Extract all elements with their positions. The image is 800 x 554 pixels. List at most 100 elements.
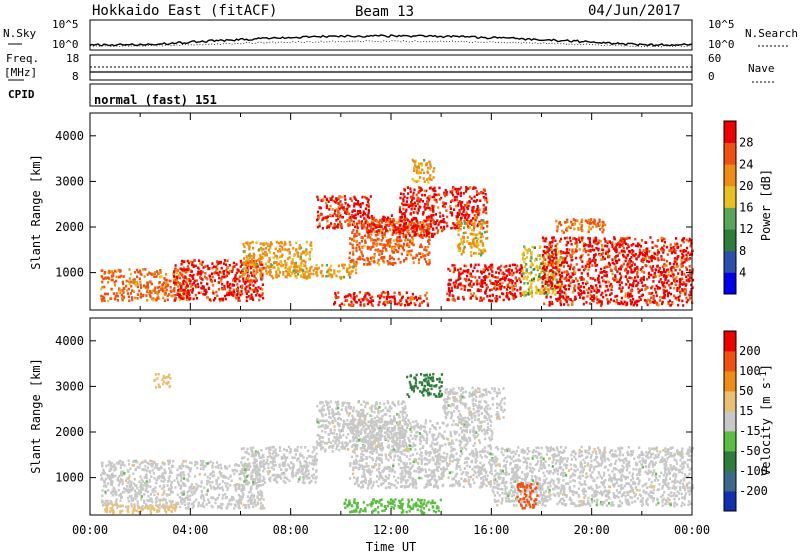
data-cell (465, 279, 468, 283)
data-cell (153, 275, 156, 278)
data-cell (442, 214, 445, 217)
data-cell (530, 253, 533, 257)
data-cell (338, 207, 341, 211)
data-cell (518, 278, 521, 282)
data-cell (455, 204, 458, 208)
data-cell (510, 269, 514, 272)
data-cell (525, 277, 528, 281)
data-cell (589, 297, 592, 300)
data-cell (566, 218, 569, 222)
data-cell (691, 278, 695, 282)
data-cell (202, 497, 205, 500)
data-cell (396, 240, 399, 243)
data-cell (670, 247, 673, 250)
data-cell (211, 462, 215, 465)
data-cell (550, 244, 553, 248)
data-cell (265, 272, 268, 275)
data-cell (367, 198, 370, 201)
data-cell (163, 489, 166, 493)
data-cell (429, 219, 432, 222)
data-cell (136, 465, 139, 469)
velocity-data-layer (100, 372, 695, 515)
data-cell (419, 186, 422, 190)
data-cell (200, 263, 203, 267)
data-cell (534, 258, 537, 262)
data-cell (500, 284, 503, 288)
data-cell (571, 252, 574, 255)
data-cell (156, 296, 159, 300)
data-cell (378, 294, 381, 297)
data-cell (544, 251, 547, 255)
data-cell (465, 264, 468, 268)
data-cell (250, 271, 253, 274)
data-cell (451, 191, 454, 195)
data-cell (367, 234, 370, 238)
data-cell (128, 268, 131, 271)
data-cell (433, 193, 436, 196)
data-cell (146, 482, 149, 485)
data-cell (388, 242, 392, 246)
data-cell (325, 206, 328, 210)
data-cell (122, 491, 125, 494)
data-cell (541, 236, 545, 240)
data-cell (596, 298, 599, 301)
data-cell (580, 276, 583, 279)
data-cell (332, 226, 335, 230)
data-cell (521, 291, 524, 295)
data-cell (141, 505, 144, 509)
data-cell (280, 254, 283, 258)
data-cell (292, 246, 295, 250)
data-cell (530, 282, 533, 286)
data-cell (446, 224, 449, 228)
data-cell (385, 297, 388, 301)
data-cell (652, 276, 655, 279)
data-cell (337, 202, 340, 205)
data-cell (351, 210, 354, 214)
data-cell (422, 222, 425, 225)
data-cell (321, 274, 324, 278)
data-cell (525, 270, 528, 273)
data-cell (560, 250, 563, 253)
data-cell (525, 268, 528, 271)
data-cell (326, 225, 329, 229)
data-cell (625, 237, 628, 240)
data-cell (258, 257, 261, 261)
data-cell (566, 241, 570, 245)
data-cell (228, 292, 231, 295)
data-cell (341, 276, 344, 279)
data-cell (539, 264, 542, 267)
data-cell (561, 290, 564, 294)
data-cell (147, 484, 150, 488)
data-cell (511, 289, 514, 292)
data-cell (485, 230, 489, 233)
data-cell (476, 205, 479, 208)
data-cell (672, 266, 675, 269)
data-cell (544, 282, 547, 286)
data-cell (102, 277, 105, 281)
data-cell (645, 287, 648, 290)
data-cell (169, 289, 172, 293)
data-cell (521, 293, 524, 296)
data-cell (305, 277, 308, 280)
data-cell (330, 198, 333, 201)
data-cell (100, 294, 103, 298)
data-cell (136, 285, 139, 289)
data-cell (464, 231, 467, 234)
data-cell (550, 255, 554, 259)
data-cell (380, 220, 384, 224)
data-cell (589, 293, 592, 297)
data-cell (222, 270, 225, 274)
data-cell (684, 249, 687, 253)
data-cell (543, 276, 546, 279)
data-cell (151, 469, 154, 472)
data-cell (522, 292, 525, 296)
data-cell (250, 500, 253, 504)
data-cell (643, 249, 646, 253)
data-cell (551, 270, 554, 273)
data-cell (541, 266, 544, 270)
data-cell (626, 301, 629, 305)
data-cell (547, 264, 550, 267)
data-cell (563, 237, 566, 240)
data-cell (638, 243, 641, 247)
data-cell (467, 226, 470, 230)
